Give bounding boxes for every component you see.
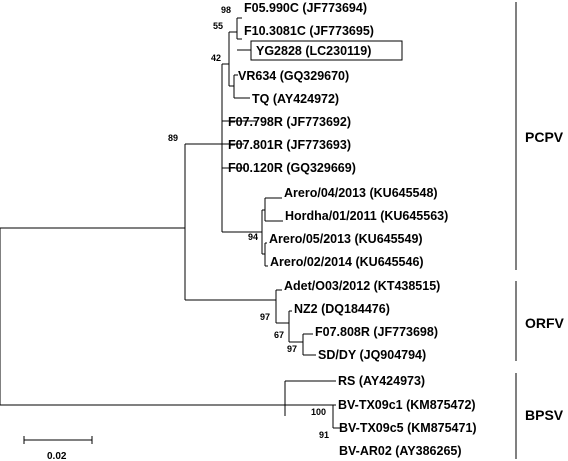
leaf-label: YG2828 (LC230119)	[256, 44, 371, 58]
group-label-orfv: ORFV	[525, 315, 565, 331]
bootstrap-value: 94	[248, 232, 258, 242]
leaf-label: F05.990C (JF773694)	[244, 1, 367, 15]
leaf-labels: F05.990C (JF773694) F10.3081C (JF773695)…	[228, 1, 477, 458]
leaf-label: F07.801R (JF773693)	[228, 138, 351, 152]
bootstrap-value: 55	[213, 21, 223, 31]
leaf-label: Arero/05/2013 (KU645549)	[269, 232, 423, 246]
leaf-label: BV-AR02 (AY386265)	[339, 444, 462, 458]
leaf-label: VR634 (GQ329670)	[238, 69, 349, 83]
branch-node-55	[228, 31, 237, 87]
branch-node-42	[221, 63, 262, 233]
leaf-label: RS (AY424973)	[338, 374, 425, 388]
bootstrap-value: 67	[274, 330, 284, 340]
leaf-label: Arero/02/2014 (KU645546)	[270, 255, 424, 269]
branch-bpsv-leaves	[332, 404, 340, 429]
branch-arero-05-02	[264, 242, 268, 267]
scale-bar: 0.02	[23, 436, 93, 461]
leaf-label: F07.808R (JF773698)	[315, 325, 438, 339]
bootstrap-value: 97	[260, 312, 270, 322]
leaf-label: F00.120R (GQ329669)	[228, 161, 356, 175]
leaf-label: F07.798R (JF773692)	[228, 115, 351, 129]
branch-root	[0, 227, 285, 406]
scale-bar-label: 0.02	[47, 451, 67, 461]
branch-node-98	[236, 17, 242, 40]
leaf-label: Arero/04/2013 (KU645548)	[284, 186, 438, 200]
highlight-box	[250, 40, 403, 61]
branch-vr634	[233, 74, 250, 99]
leaf-label: NZ2 (DQ184476)	[294, 302, 390, 316]
group-label-pcpv: PCPV	[525, 129, 564, 145]
branch-node-97-orfv	[275, 289, 289, 324]
bootstrap-value: 42	[211, 53, 221, 63]
branch-arero-04-hordha	[264, 197, 283, 222]
leaf-label: TQ (AY424972)	[252, 92, 339, 106]
branch-node-67	[288, 310, 303, 343]
bootstrap-value: 91	[319, 430, 329, 440]
branch-node-100	[284, 380, 336, 416]
tree-branches	[0, 17, 341, 429]
branch-node-97-inner	[302, 333, 316, 356]
leaf-label: SD/DY (JQ904794)	[318, 348, 426, 362]
leaf-label: BV-TX09c5 (KM875471)	[339, 421, 477, 435]
bootstrap-value: 98	[221, 5, 231, 15]
leaf-label: Hordha/01/2011 (KU645563)	[285, 209, 448, 223]
bootstrap-value: 89	[168, 133, 178, 143]
leaf-label: Adet/O03/2012 (KT438515)	[284, 279, 440, 293]
group-label-bpsv: BPSV	[525, 407, 564, 423]
branch-node-89	[184, 143, 276, 301]
leaf-label: F10.3081C (JF773695)	[244, 24, 374, 38]
scale-bar-line	[23, 436, 93, 444]
bootstrap-value: 100	[311, 407, 326, 417]
leaf-label: BV-TX09c1 (KM875472)	[338, 398, 476, 412]
bootstrap-value: 97	[287, 344, 297, 354]
bootstrap-values: 98 55 42 89 94 97 67 97 100 91	[168, 5, 329, 440]
